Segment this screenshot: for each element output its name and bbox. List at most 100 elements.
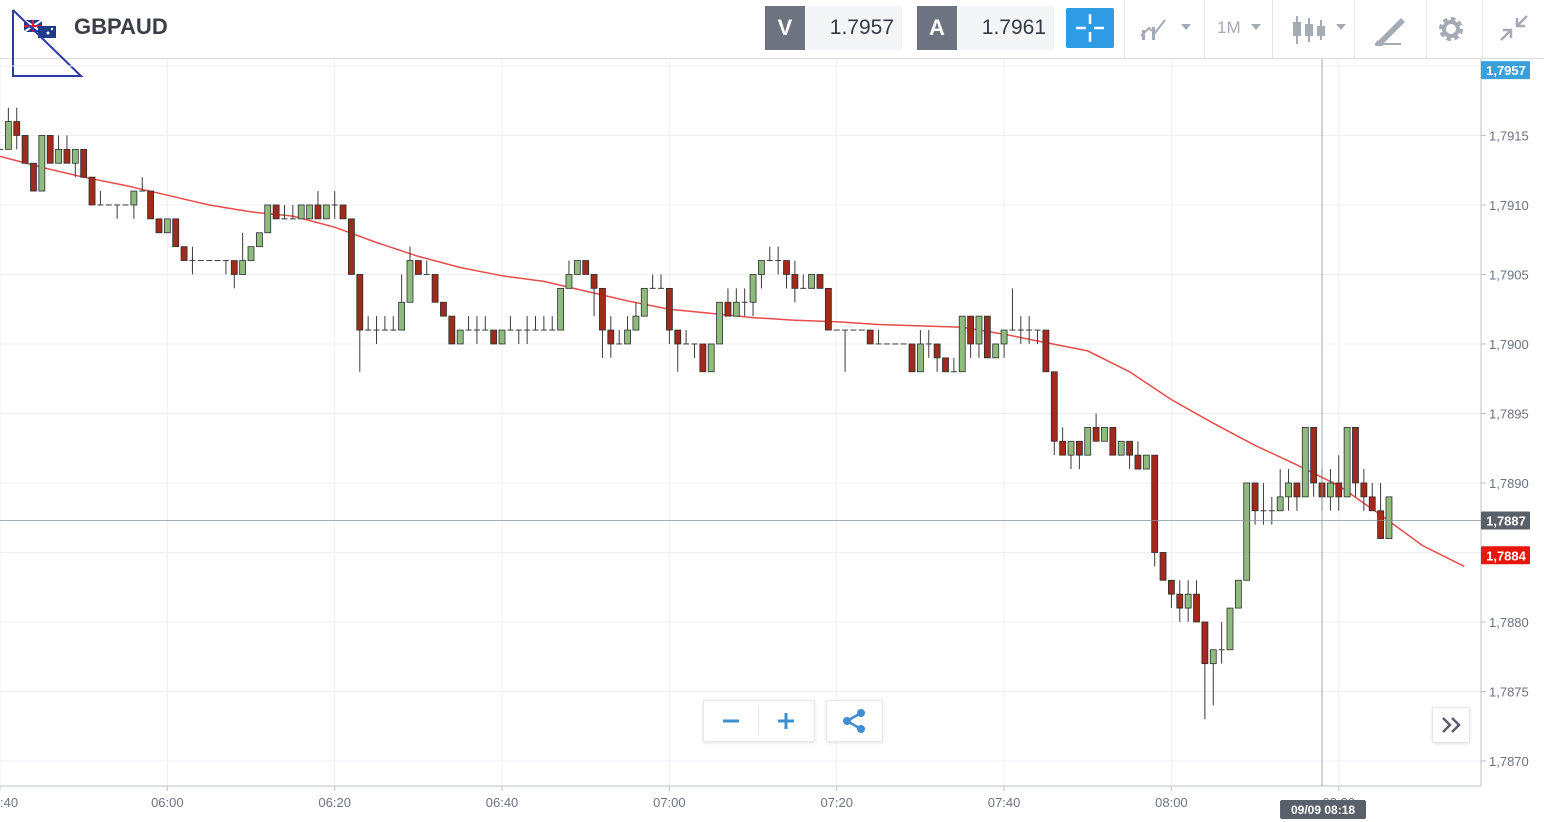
- candle: [247, 246, 255, 261]
- candle-body: [406, 260, 414, 303]
- scroll-right-button[interactable]: [1432, 707, 1470, 743]
- candle-body: [908, 343, 916, 373]
- sell-label[interactable]: V: [765, 6, 805, 50]
- sell-price[interactable]: 1.7957: [806, 6, 902, 50]
- candle-body: [1251, 482, 1259, 512]
- gear-icon: [1439, 17, 1463, 41]
- candle: [1310, 426, 1318, 497]
- candle-body: [1092, 426, 1100, 442]
- candle: [582, 260, 590, 275]
- candle-body: [322, 204, 330, 220]
- candle-body: [565, 274, 573, 289]
- y-tick-label: 1,7915: [1489, 128, 1529, 143]
- candle-body: [1226, 607, 1234, 651]
- candle: [665, 287, 673, 344]
- candle-body: [1301, 426, 1309, 498]
- candle: [1026, 316, 1033, 344]
- settings-button[interactable]: [1426, 0, 1483, 58]
- collapse-icon: [1500, 15, 1528, 41]
- candle-body: [1326, 482, 1334, 498]
- candle: [440, 301, 447, 317]
- candle: [1335, 455, 1343, 511]
- candle: [1301, 426, 1309, 498]
- candle: [624, 316, 631, 345]
- candle-body: [130, 190, 138, 206]
- candle-body: [71, 148, 79, 164]
- y-tick-label: 1,7890: [1489, 476, 1529, 491]
- candle-body: [916, 343, 924, 373]
- candle: [1326, 469, 1334, 511]
- candle: [264, 204, 272, 234]
- zoom-in-button[interactable]: [759, 701, 813, 741]
- collapse-button[interactable]: [1482, 0, 1544, 58]
- candle: [549, 316, 556, 331]
- candle-body: [607, 329, 615, 345]
- chart-type-button[interactable]: [1124, 0, 1205, 58]
- candle: [783, 260, 790, 289]
- x-tick-label: 06:00: [151, 795, 184, 810]
- x-tick-label: :40: [0, 795, 18, 810]
- candle-body: [674, 329, 682, 345]
- candle: [1293, 482, 1301, 511]
- y-tick-label: 1,7870: [1489, 754, 1529, 769]
- candle: [348, 218, 355, 275]
- drawing-tools-button[interactable]: [1354, 0, 1427, 58]
- candle: [515, 329, 522, 344]
- candle: [950, 357, 957, 373]
- candle: [800, 274, 807, 289]
- candle: [824, 287, 832, 331]
- x-tick-label: 07:00: [653, 795, 686, 810]
- candle: [498, 329, 506, 345]
- candle: [1234, 579, 1242, 609]
- price-chart[interactable]: 1,7915 1,7910 1,7905 1,7900 1,7895 1,7890 1,78…: [0, 59, 1544, 822]
- candle-body: [1042, 329, 1050, 373]
- candle: [1050, 371, 1058, 456]
- candle: [381, 316, 388, 331]
- candle: [524, 316, 531, 344]
- crosshair-price-label: 1,7887: [1481, 511, 1530, 530]
- candle: [691, 343, 698, 358]
- candle: [1360, 469, 1368, 511]
- timeframe-button[interactable]: 1M: [1204, 0, 1273, 58]
- candle: [590, 274, 598, 317]
- buy-label[interactable]: A: [917, 6, 957, 50]
- crosshair-time-text: 09/09 08:18: [1291, 803, 1355, 817]
- candle: [791, 260, 799, 303]
- candle: [46, 135, 54, 164]
- candle: [658, 274, 665, 289]
- candle-body: [1151, 454, 1159, 553]
- candle: [390, 316, 397, 331]
- zoom-out-button[interactable]: [704, 701, 758, 741]
- candle: [456, 329, 464, 345]
- zoom-in-icon: [778, 713, 794, 729]
- candle-body: [1343, 426, 1351, 498]
- candle: [356, 274, 364, 372]
- candle-body: [1184, 593, 1192, 609]
- timeframe-label: 1M: [1217, 18, 1241, 37]
- candle: [281, 204, 288, 220]
- candle-body: [147, 190, 155, 220]
- candle: [599, 287, 606, 358]
- candle: [180, 246, 188, 261]
- buy-price[interactable]: 1.7961: [958, 6, 1054, 50]
- share-button[interactable]: [826, 700, 883, 742]
- candle: [1101, 426, 1108, 442]
- candle-body: [1059, 440, 1067, 456]
- candle: [147, 190, 155, 220]
- candle-body: [816, 274, 824, 289]
- candle-body: [783, 260, 790, 275]
- candle: [365, 316, 372, 331]
- candle: [71, 148, 79, 178]
- candle-style-button[interactable]: [1272, 0, 1355, 58]
- candle: [942, 357, 949, 373]
- candle-body: [1310, 426, 1318, 484]
- candle: [339, 204, 347, 220]
- candle: [155, 218, 163, 234]
- candle-body: [557, 287, 565, 331]
- candle-body: [992, 343, 1000, 359]
- x-tick-label: 08:00: [1155, 795, 1188, 810]
- share-icon: [843, 709, 865, 733]
- candle: [373, 316, 380, 344]
- candle: [97, 191, 104, 206]
- crosshair-button[interactable]: [1066, 8, 1114, 48]
